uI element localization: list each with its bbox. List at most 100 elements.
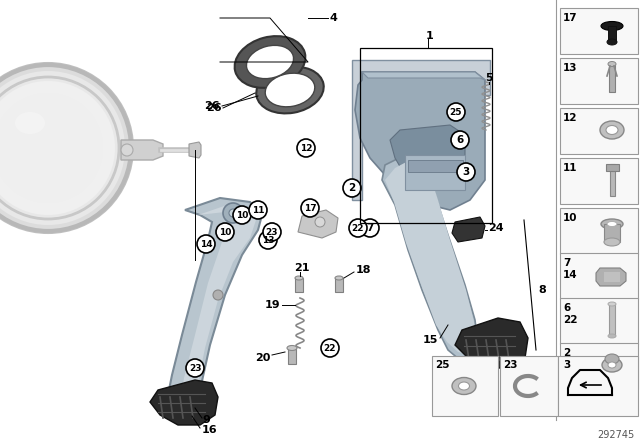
Circle shape (0, 63, 133, 233)
Text: 5: 5 (485, 73, 493, 83)
Circle shape (233, 206, 251, 224)
Bar (500, 356, 558, 416)
Text: 25: 25 (435, 360, 449, 370)
Bar (560, 343, 638, 389)
Text: 6: 6 (456, 135, 463, 145)
Ellipse shape (287, 345, 297, 350)
Circle shape (447, 103, 465, 121)
Ellipse shape (303, 146, 310, 151)
Text: 1: 1 (426, 31, 434, 41)
Polygon shape (150, 380, 218, 425)
Text: 10: 10 (236, 211, 248, 220)
Circle shape (186, 359, 204, 377)
Polygon shape (298, 210, 338, 238)
Text: 4: 4 (330, 13, 338, 23)
Bar (560, 58, 638, 104)
Polygon shape (382, 155, 478, 360)
Ellipse shape (608, 334, 616, 338)
Ellipse shape (452, 378, 476, 395)
Text: 13: 13 (262, 236, 275, 245)
Ellipse shape (602, 358, 622, 372)
Text: 13: 13 (563, 63, 577, 73)
Ellipse shape (604, 238, 620, 246)
Circle shape (0, 71, 125, 225)
Ellipse shape (605, 354, 619, 364)
Text: 17: 17 (563, 13, 578, 23)
Bar (560, 253, 638, 299)
Ellipse shape (608, 302, 616, 306)
Text: 25: 25 (450, 108, 462, 116)
Ellipse shape (246, 45, 294, 79)
Ellipse shape (601, 219, 623, 229)
Circle shape (0, 93, 103, 203)
Circle shape (265, 223, 279, 237)
Bar (608, 26, 616, 42)
Text: 23: 23 (266, 228, 278, 237)
Ellipse shape (607, 221, 617, 227)
Text: 8: 8 (538, 285, 546, 295)
Circle shape (249, 201, 267, 219)
Polygon shape (180, 204, 256, 408)
Text: 11: 11 (252, 206, 264, 215)
Polygon shape (452, 217, 485, 242)
Circle shape (321, 339, 339, 357)
Text: 7: 7 (366, 223, 374, 233)
Circle shape (349, 219, 367, 237)
Text: 20: 20 (255, 353, 270, 363)
Ellipse shape (265, 73, 315, 107)
Polygon shape (596, 268, 626, 286)
Ellipse shape (608, 362, 616, 368)
Circle shape (297, 139, 315, 157)
Circle shape (361, 219, 379, 237)
Bar (604, 272, 620, 282)
Polygon shape (168, 198, 262, 412)
Bar (560, 108, 638, 154)
Text: 22: 22 (352, 224, 364, 233)
Ellipse shape (601, 22, 623, 30)
Circle shape (229, 209, 237, 217)
Bar (604, 224, 620, 242)
Bar (606, 164, 619, 171)
Ellipse shape (256, 67, 324, 113)
Circle shape (216, 223, 234, 241)
Bar (408, 160, 463, 172)
Circle shape (301, 199, 319, 217)
Ellipse shape (606, 125, 618, 134)
Ellipse shape (600, 121, 624, 139)
Text: 24: 24 (488, 223, 504, 233)
Polygon shape (362, 72, 485, 80)
Bar (295, 278, 303, 292)
Circle shape (223, 203, 243, 223)
Text: 16: 16 (202, 425, 218, 435)
Circle shape (213, 290, 223, 300)
Bar (432, 356, 498, 416)
Text: 292745: 292745 (598, 430, 635, 440)
Text: 3: 3 (462, 167, 470, 177)
Text: 17: 17 (304, 203, 316, 212)
Text: 2
3: 2 3 (563, 348, 570, 370)
Bar (335, 278, 343, 292)
Ellipse shape (15, 112, 45, 134)
Circle shape (197, 235, 215, 253)
Bar (560, 208, 638, 254)
Text: 18: 18 (356, 265, 371, 275)
Ellipse shape (299, 143, 313, 153)
Text: 10: 10 (563, 213, 577, 223)
Polygon shape (385, 160, 476, 354)
Bar (558, 356, 638, 416)
Circle shape (315, 217, 325, 227)
Text: 19: 19 (264, 300, 280, 310)
Ellipse shape (607, 39, 617, 45)
Bar (609, 304, 615, 336)
Text: 22: 22 (324, 344, 336, 353)
Circle shape (121, 144, 133, 156)
Circle shape (343, 179, 361, 197)
Text: 11: 11 (563, 163, 577, 173)
Circle shape (269, 227, 275, 233)
Ellipse shape (608, 61, 616, 66)
Text: 14: 14 (200, 240, 212, 249)
Text: 23: 23 (189, 363, 201, 372)
Circle shape (0, 81, 115, 215)
Text: 15: 15 (422, 335, 438, 345)
Polygon shape (352, 60, 490, 200)
